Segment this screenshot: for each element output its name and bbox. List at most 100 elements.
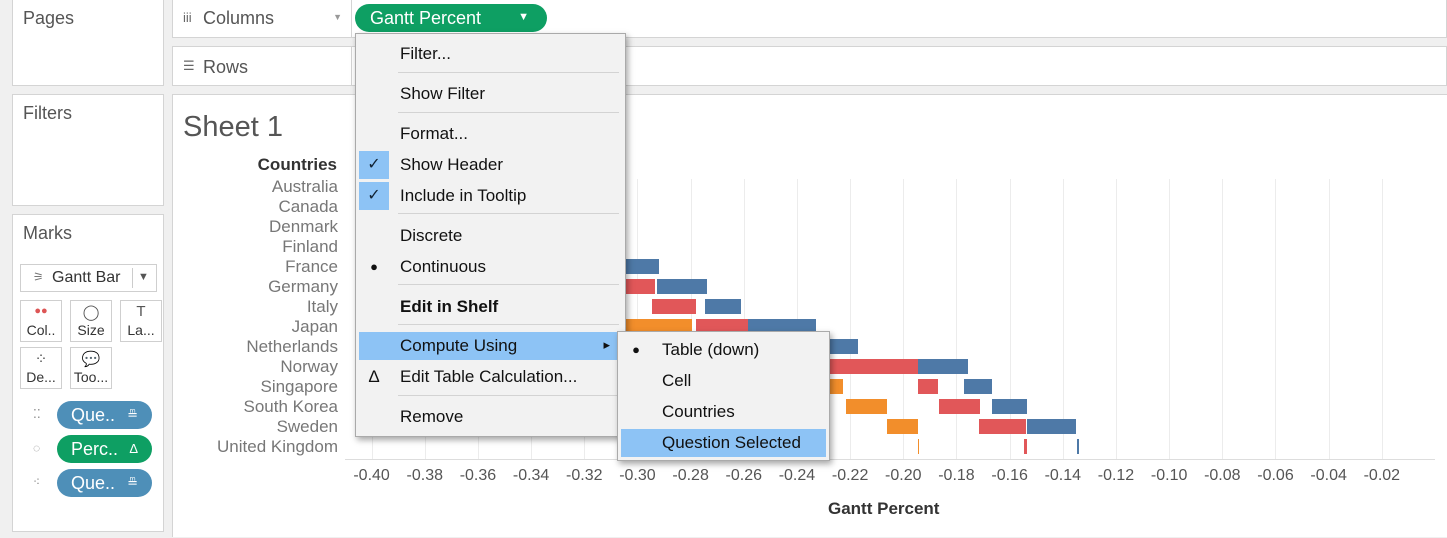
pill-dropdown-icon[interactable]: ▼ xyxy=(518,11,529,23)
country-label[interactable]: South Korea xyxy=(243,397,338,416)
menu-separator xyxy=(398,284,619,285)
grid-line xyxy=(903,179,905,459)
mark-button-label: Too... xyxy=(73,369,109,385)
country-label[interactable]: Singapore xyxy=(260,377,338,396)
gantt-bar[interactable] xyxy=(917,439,920,454)
gantt-bar[interactable] xyxy=(620,259,659,274)
menu-item-label: Edit in Shelf xyxy=(400,297,499,316)
x-tick-label: -0.24 xyxy=(778,467,816,484)
gantt-bar[interactable] xyxy=(846,399,888,414)
submenu-item-table-down[interactable]: ● Table (down) xyxy=(621,336,826,364)
menu-item-discrete[interactable]: Discrete xyxy=(359,222,622,250)
sheet-title: Sheet 1 xyxy=(183,111,283,143)
country-label[interactable]: Canada xyxy=(278,197,338,216)
menu-item-continuous[interactable]: ● Continuous xyxy=(359,253,622,281)
marks-detail-button[interactable]: ⁘ De... xyxy=(20,347,62,389)
country-label[interactable]: Australia xyxy=(271,177,338,196)
marks-color-button[interactable]: ●● Col.. xyxy=(20,300,62,342)
marks-tooltip-button[interactable]: 💬 Too... xyxy=(70,347,112,389)
marks-label-button[interactable]: T La... xyxy=(120,300,162,342)
country-label[interactable]: Sweden xyxy=(276,417,338,436)
gantt-bar[interactable] xyxy=(705,299,742,314)
columns-shelf[interactable]: iii Columns ▼ xyxy=(172,0,352,38)
size-icon: ◌ xyxy=(33,441,41,455)
x-axis-title: Gantt Percent xyxy=(828,499,940,518)
mark-pill-suffix: ≞ xyxy=(127,475,138,490)
gantt-bar[interactable] xyxy=(1026,419,1077,434)
gantt-bar[interactable] xyxy=(917,359,969,374)
gantt-bar[interactable] xyxy=(652,299,696,314)
gantt-bar[interactable] xyxy=(939,399,981,414)
grid-line xyxy=(1062,179,1064,459)
country-label[interactable]: Denmark xyxy=(269,217,338,236)
menu-item-filter[interactable]: Filter... xyxy=(359,40,622,68)
grid-line xyxy=(1009,179,1011,459)
label-icon: T xyxy=(136,303,146,320)
marks-field-pill[interactable]: Perc.. Δ xyxy=(57,435,152,463)
gantt-bar[interactable] xyxy=(887,419,918,434)
gantt-bar[interactable] xyxy=(1024,439,1027,454)
submenu-item-countries[interactable]: Countries xyxy=(621,398,826,426)
gantt-bar[interactable] xyxy=(992,399,1027,414)
gantt-bar[interactable] xyxy=(917,379,938,394)
rows-label: Rows xyxy=(203,57,249,77)
menu-item-show-header[interactable]: ✓ Show Header xyxy=(359,151,622,179)
gantt-bar-icon: ⚞ xyxy=(33,270,44,284)
menu-item-include-in-tooltip[interactable]: ✓ Include in Tooltip xyxy=(359,182,622,210)
grid-line xyxy=(1115,179,1117,459)
filters-title: Filters xyxy=(23,103,72,123)
menu-item-label: Edit Table Calculation... xyxy=(400,367,578,386)
marks-field-pill[interactable]: Que.. ≞ xyxy=(57,469,152,497)
columns-label: Columns xyxy=(203,8,275,28)
gantt-bar[interactable] xyxy=(979,419,1026,434)
gantt-bar[interactable] xyxy=(695,319,748,334)
country-label[interactable]: Japan xyxy=(291,317,338,336)
grid-line xyxy=(1169,179,1171,459)
columns-dropdown-icon: ▼ xyxy=(333,12,342,22)
menu-item-compute-using[interactable]: Compute Using ▸ xyxy=(359,332,622,360)
x-tick-label: -0.36 xyxy=(459,467,497,484)
gantt-bar[interactable] xyxy=(620,279,655,294)
menu-item-label: Include in Tooltip xyxy=(400,186,527,205)
marks-card: Marks ⚞ Gantt Bar ▼ ●● Col.. ◯ Size T La... ⁘ D… xyxy=(12,214,164,532)
submenu-item-question-selected[interactable]: Question Selected xyxy=(621,429,826,457)
mark-pill-label: Que.. xyxy=(71,405,116,425)
x-tick-label: -0.06 xyxy=(1257,467,1294,484)
gantt-bar[interactable] xyxy=(1077,439,1079,454)
delta-icon: Δ xyxy=(368,367,380,386)
gantt-bar[interactable] xyxy=(657,279,707,294)
gantt-bar[interactable] xyxy=(747,319,816,334)
mark-type-dropdown[interactable]: ⚞ Gantt Bar ▼ xyxy=(20,264,157,292)
country-label[interactable]: Italy xyxy=(306,297,338,316)
gantt-percent-pill[interactable]: Gantt Percent ▼ xyxy=(355,4,547,32)
menu-item-show-filter[interactable]: Show Filter xyxy=(359,80,622,108)
dropdown-divider xyxy=(132,268,133,288)
submenu-item-label: Table (down) xyxy=(662,340,760,359)
pill-label: Gantt Percent xyxy=(370,8,482,28)
country-label[interactable]: Netherlands xyxy=(246,337,338,356)
filters-card[interactable]: Filters xyxy=(12,94,164,206)
menu-item-label: Discrete xyxy=(400,226,463,245)
menu-item-format[interactable]: Format... xyxy=(359,120,622,148)
marks-field-pill[interactable]: Que.. ≞ xyxy=(57,401,152,429)
country-label[interactable]: Germany xyxy=(268,277,338,296)
gantt-bar[interactable] xyxy=(816,359,918,374)
menu-item-edit-in-shelf[interactable]: Edit in Shelf xyxy=(359,293,622,321)
gantt-bar[interactable] xyxy=(964,379,993,394)
marks-size-button[interactable]: ◯ Size xyxy=(70,300,112,342)
country-label[interactable]: Finland xyxy=(282,237,338,256)
menu-separator xyxy=(398,395,619,396)
country-label[interactable]: Norway xyxy=(280,357,338,376)
menu-item-remove[interactable]: Remove xyxy=(359,403,622,431)
submenu-item-cell[interactable]: Cell xyxy=(621,367,826,395)
menu-item-label: Filter... xyxy=(400,44,452,63)
menu-separator xyxy=(398,324,619,325)
rows-shelf[interactable]: ☰ Rows xyxy=(172,46,352,86)
x-tick-label: -0.26 xyxy=(725,467,762,484)
gantt-bar[interactable] xyxy=(625,319,692,334)
country-label[interactable]: United Kingdom xyxy=(217,437,338,456)
country-label[interactable]: France xyxy=(285,257,338,276)
mark-pill-label: Que.. xyxy=(71,473,116,493)
menu-item-edit-table-calculation[interactable]: Δ Edit Table Calculation... xyxy=(359,363,622,391)
mark-pill-suffix: Δ xyxy=(129,441,138,456)
